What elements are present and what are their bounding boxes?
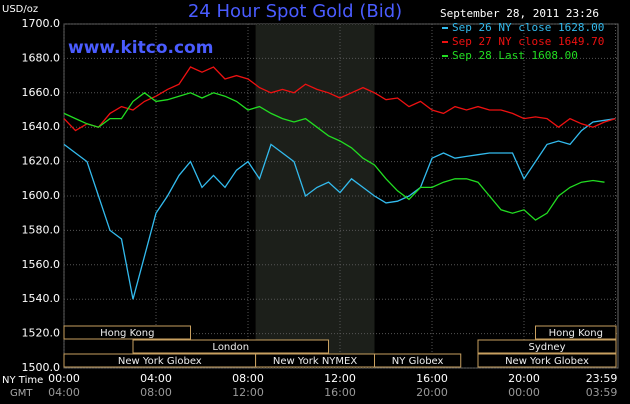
x-tick-label: 20:00 — [508, 372, 540, 385]
x2-axis-label: GMT — [10, 388, 33, 399]
series-line — [63, 117, 616, 300]
x2-tick-label: 20:00 — [416, 386, 448, 399]
plot-area: Hong Kong Hong Kong London Sydney New York G… — [63, 23, 619, 369]
session-box — [374, 353, 462, 368]
x-tick-label: 08:00 — [232, 372, 264, 385]
y-tick-label: 1660.0 — [22, 86, 61, 99]
session-label: New York NYMEX — [273, 356, 358, 367]
session-shade — [255, 24, 375, 368]
x2-tick-label: 12:00 — [232, 386, 264, 399]
session-box — [63, 325, 191, 340]
x2-tick-label: 08:00 — [140, 386, 172, 399]
series-line — [63, 91, 605, 221]
x-tick-label: 00:00 — [48, 372, 80, 385]
y-tick-label: 1580.0 — [22, 223, 61, 236]
legend-label: Sep 28 Last 1608.00 — [452, 49, 578, 62]
y-axis-label: USD/oz — [2, 4, 38, 15]
session-label: New York Globex — [505, 356, 589, 367]
session-box — [535, 325, 617, 340]
x2-tick-label: 04:00 — [48, 386, 80, 399]
session-label: Sydney — [528, 342, 565, 353]
session-label: Hong Kong — [549, 328, 603, 339]
timestamp: September 28, 2011 23:26 — [440, 7, 599, 20]
x-tick-label: 16:00 — [416, 372, 448, 385]
x2-tick-label: 03:59 — [586, 386, 618, 399]
session-label: London — [212, 342, 249, 353]
y-tick-label: 1500.0 — [22, 361, 61, 374]
y-tick-label: 1520.0 — [22, 327, 61, 340]
y-tick-label: 1600.0 — [22, 189, 61, 202]
y-tick-label: 1640.0 — [22, 120, 61, 133]
session-label: Hong Kong — [100, 328, 154, 339]
x-axis-label: NY Time — [2, 375, 43, 386]
x-tick-label: 12:00 — [324, 372, 356, 385]
y-tick-label: 1620.0 — [22, 155, 61, 168]
y-tick-label: 1700.0 — [22, 17, 61, 30]
x2-tick-label: 16:00 — [324, 386, 356, 399]
session-label: NY Globex — [392, 356, 444, 367]
session-box — [477, 353, 617, 368]
y-tick-label: 1540.0 — [22, 292, 61, 305]
session-label: New York Globex — [118, 356, 202, 367]
x2-tick-label: 00:00 — [508, 386, 540, 399]
session-box — [132, 339, 329, 354]
x-tick-label: 04:00 — [140, 372, 172, 385]
legend-label: Sep 26 NY close 1628.00 — [452, 21, 604, 34]
x-tick-label: 23:59 — [586, 372, 618, 385]
y-tick-label: 1560.0 — [22, 258, 61, 271]
site-url: www.kitco.com — [68, 38, 213, 58]
session-box — [477, 339, 617, 354]
chart-title: 24 Hour Spot Gold (Bid) — [188, 1, 402, 22]
y-tick-label: 1680.0 — [22, 51, 61, 64]
series-line — [63, 66, 616, 132]
legend-label: Sep 27 NY close 1649.70 — [452, 35, 604, 48]
